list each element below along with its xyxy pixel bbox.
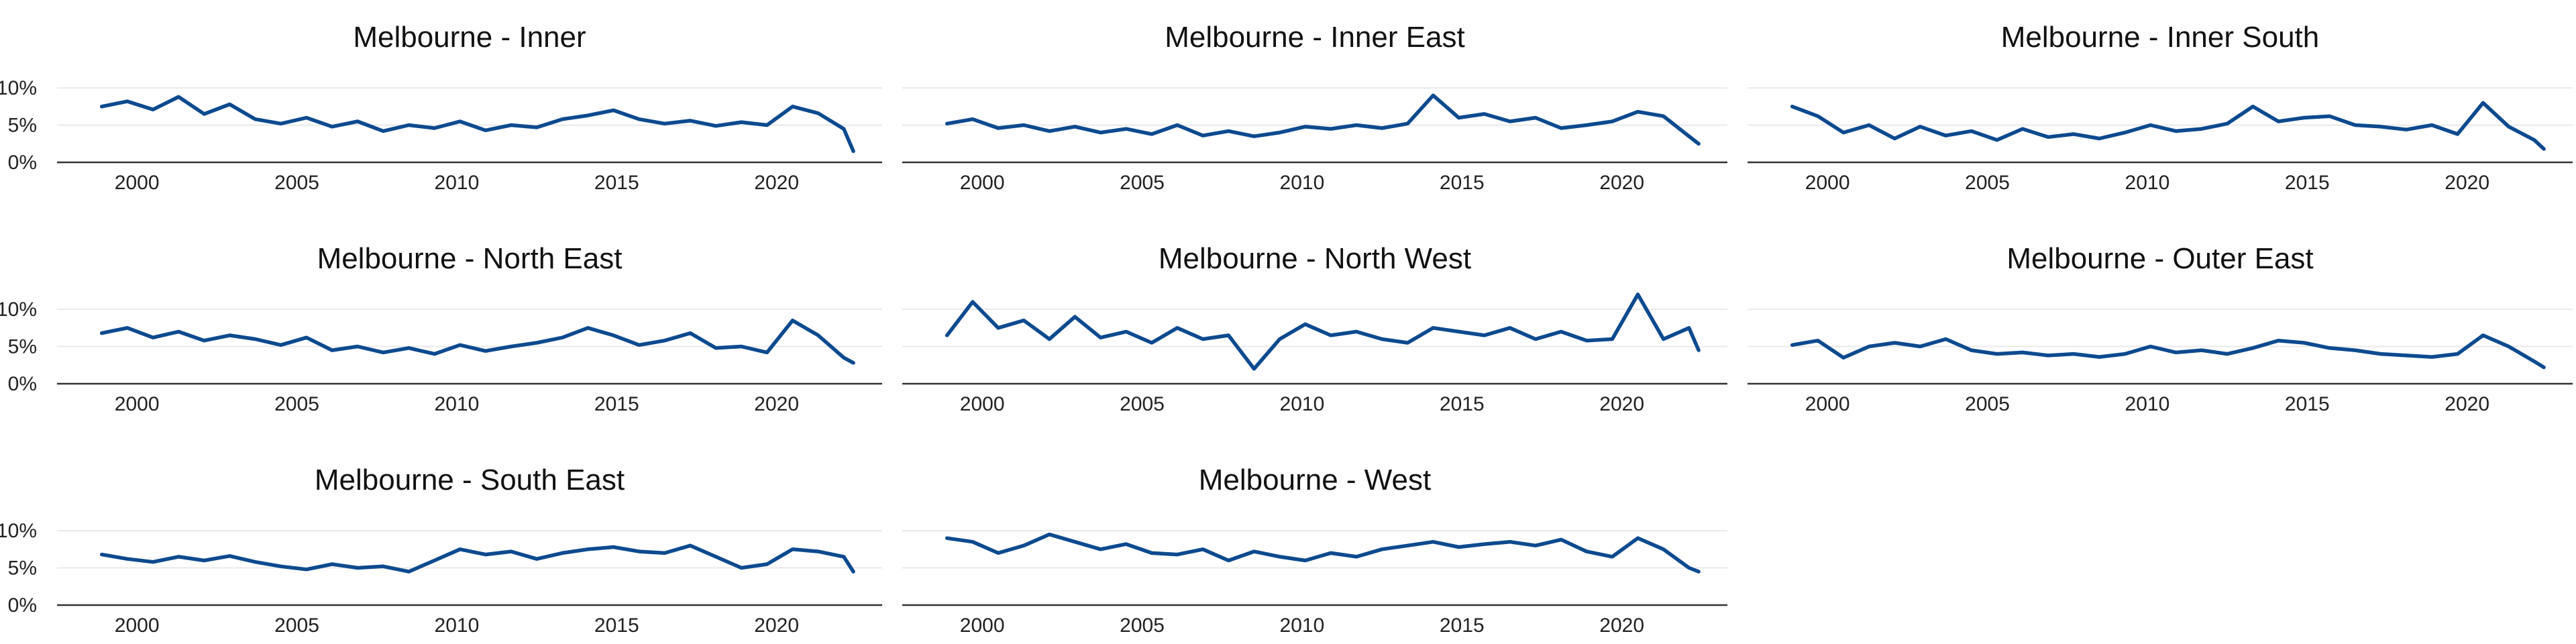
x-tick-label: 2020 (1599, 614, 1644, 637)
panel-title: Melbourne - North West (1159, 242, 1471, 275)
series-line (99, 543, 855, 574)
panel-title: Melbourne - Inner (353, 21, 586, 54)
panel-4: Melbourne - North East 0% 5% 10% 2000 2005 201… (0, 242, 882, 415)
x-tick-label: 2020 (754, 393, 799, 415)
panel-title: Melbourne - West (1199, 464, 1431, 496)
x-tick-label: 2005 (1120, 172, 1165, 194)
x-tick-label: 2015 (1440, 172, 1485, 194)
x-tick-label: 2000 (115, 614, 160, 637)
panel-2: Melbourne - Inner East 2000 2005 2010 2015 20… (902, 21, 1727, 194)
series-line (1790, 101, 2546, 151)
y-tick-label: 5% (8, 115, 37, 137)
series-line (945, 292, 1701, 371)
panel-title: Melbourne - Inner East (1165, 21, 1465, 54)
series-line (945, 93, 1701, 146)
x-tick-label: 2020 (1599, 172, 1644, 194)
series-line (1790, 333, 2546, 370)
x-tick-label: 2005 (274, 172, 319, 194)
y-tick-label: 0% (8, 594, 37, 616)
x-tick-label: 2010 (1280, 393, 1325, 415)
y-tick-label: 0% (8, 152, 37, 174)
x-tick-label: 2005 (1120, 393, 1165, 415)
panel-6: Melbourne - Outer East 2000 2005 2010 2015 20… (1748, 242, 2573, 415)
x-tick-label: 2015 (2285, 393, 2330, 415)
x-tick-label: 2020 (2445, 172, 2489, 194)
x-tick-label: 2005 (274, 393, 319, 415)
x-tick-label: 2000 (960, 393, 1005, 415)
series-line (99, 95, 855, 154)
series-line (945, 532, 1701, 574)
y-tick-label: 10% (0, 77, 37, 99)
panel-title: Melbourne - Outer East (2006, 242, 2313, 275)
panel-8: Melbourne - West 2000 2005 2010 2015 2020 (902, 464, 1727, 637)
x-tick-label: 2010 (435, 614, 480, 637)
panel-title: Melbourne - South East (315, 464, 625, 496)
x-tick-label: 2010 (435, 393, 480, 415)
x-tick-label: 2015 (1440, 393, 1485, 415)
x-tick-label: 2010 (2125, 393, 2170, 415)
panel-5: Melbourne - North West 2000 2005 2010 2015 20… (902, 242, 1727, 415)
series-line (99, 318, 855, 365)
x-tick-label: 2000 (960, 172, 1005, 194)
x-tick-label: 2005 (274, 614, 319, 637)
x-tick-label: 2015 (594, 393, 639, 415)
panel-title: Melbourne - Inner South (2001, 21, 2320, 54)
x-tick-label: 2020 (1599, 393, 1644, 415)
x-tick-label: 2020 (754, 614, 799, 637)
panel-1: Melbourne - Inner 0% 5% 10% 2000 2005 2010 2015… (0, 21, 882, 194)
x-tick-label: 2005 (1965, 172, 2010, 194)
panel-3: Melbourne - Inner South 2000 2005 2010 2015 2… (1748, 21, 2573, 194)
y-tick-label: 5% (8, 336, 37, 358)
x-tick-label: 2010 (1280, 172, 1325, 194)
x-tick-label: 2010 (2125, 172, 2170, 194)
x-tick-label: 2020 (754, 172, 799, 194)
x-tick-label: 2000 (115, 393, 160, 415)
x-tick-label: 2020 (2445, 393, 2489, 415)
x-tick-label: 2015 (1440, 614, 1485, 637)
x-tick-label: 2005 (1120, 614, 1165, 637)
x-tick-label: 2000 (960, 614, 1005, 637)
y-tick-label: 5% (8, 557, 37, 580)
y-tick-label: 10% (0, 299, 37, 321)
y-tick-label: 0% (8, 373, 37, 395)
x-tick-label: 2000 (1805, 393, 1850, 415)
x-tick-label: 2000 (1805, 172, 1850, 194)
panel-7: Melbourne - South East 0% 5% 10% 2000 2005 201… (0, 464, 882, 637)
x-tick-label: 2005 (1965, 393, 2010, 415)
x-tick-label: 2000 (115, 172, 160, 194)
x-tick-label: 2015 (594, 614, 639, 637)
y-tick-label: 10% (0, 520, 37, 542)
x-tick-label: 2015 (2285, 172, 2330, 194)
x-tick-label: 2010 (1280, 614, 1325, 637)
panel-title: Melbourne - North East (317, 242, 623, 275)
x-tick-label: 2010 (435, 172, 480, 194)
x-tick-label: 2015 (594, 172, 639, 194)
